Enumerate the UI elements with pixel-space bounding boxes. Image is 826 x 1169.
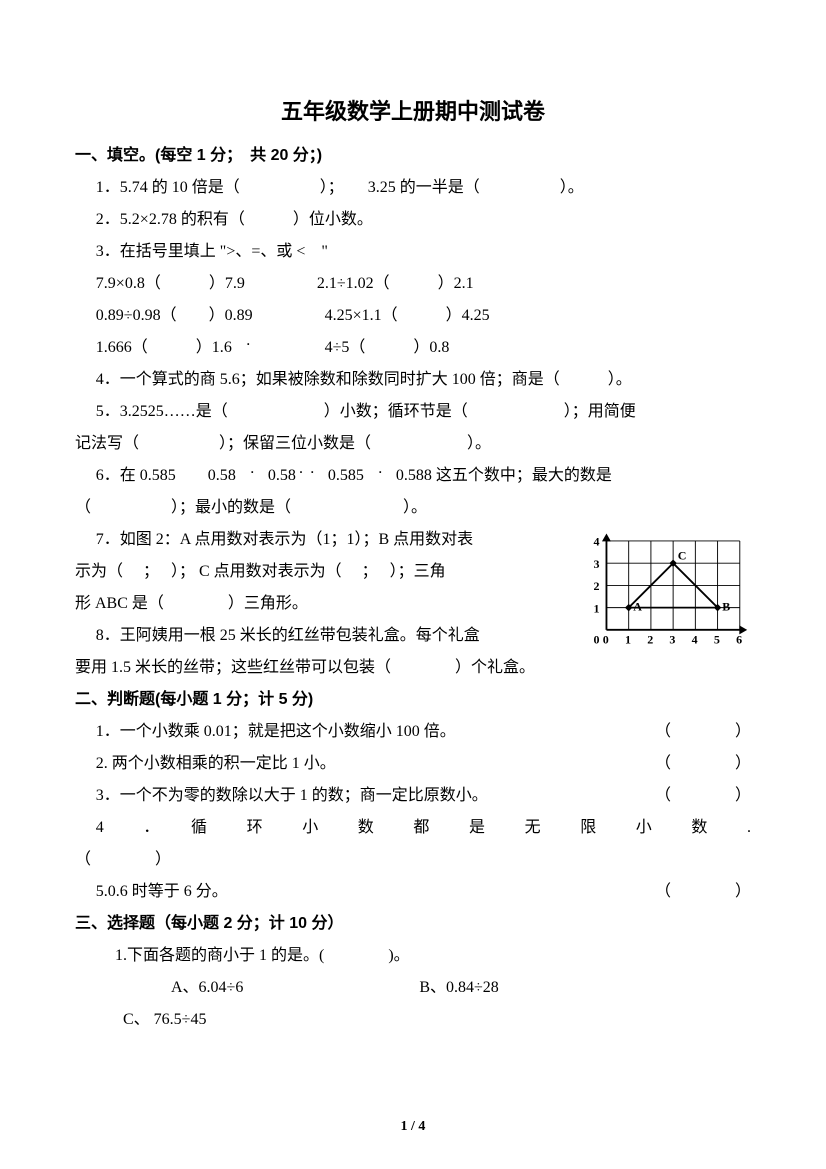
q1-3c-right: 4÷5（ ）0.8 xyxy=(325,339,450,356)
coordinate-figure: 0 1 2 3 4 5 6 1 2 3 4 0 A B C xyxy=(586,528,751,665)
q1-1: 1．5.74 的 10 倍是（ ）； 3.25 的一半是（ ）。 xyxy=(75,172,751,204)
svg-text:3: 3 xyxy=(669,633,675,647)
q1-3a-left: 7.9×0.8（ ）7.9 xyxy=(96,275,245,292)
q6a-post: 0.588 这五个数中；最大的数是 xyxy=(364,467,612,484)
svg-text:2: 2 xyxy=(647,633,653,647)
q3-1: 1.下面各题的商小于 1 的是。( )。 xyxy=(75,940,751,972)
q2-1-text: 1．一个小数乘 0.01；就是把这个小数缩小 100 倍。 xyxy=(75,716,456,748)
svg-text:5: 5 xyxy=(714,633,720,647)
svg-text:4: 4 xyxy=(594,535,600,549)
choice-a: A、6.04÷6 xyxy=(123,972,243,1004)
section2-header: 二、判断题(每小题 1 分；计 5 分) xyxy=(75,684,751,716)
page-footer: 1 / 4 xyxy=(0,1113,826,1141)
q1-5b: 记法写（ ）；保留三位小数是（ ）。 xyxy=(75,428,751,460)
section3-header: 三、选择题（每小题 2 分；计 10 分） xyxy=(75,908,751,940)
q2-3-paren: （ ） xyxy=(655,780,751,812)
q1-3a: 7.9×0.8（ ）7.9 2.1÷1.02（ ）2.1 xyxy=(75,268,751,300)
q1-3b-right: 4.25×1.1（ ）4.25 xyxy=(325,307,490,324)
q2-5: 5.0.6 时等于 6 分。 （ ） xyxy=(75,876,751,908)
q2-3: 3．一个不为零的数除以大于 1 的数；商一定比原数小。 （ ） xyxy=(75,780,751,812)
q2-2: 2. 两个小数相乘的积一定比 1 小。 （ ） xyxy=(75,748,751,780)
choice-c: C、 76.5÷45 xyxy=(75,1004,206,1036)
q1-5a: 5．3.2525……是（ ）小数；循环节是（ ）；用简便 xyxy=(75,396,751,428)
q2-2-paren: （ ） xyxy=(655,748,751,780)
q2-5-text: 5.0.6 时等于 6 分。 xyxy=(75,876,228,908)
q1-3: 3．在括号里填上 ">、=、或 < " xyxy=(75,236,751,268)
q1-3b-left: 0.89÷0.98（ ）0.89 xyxy=(96,307,253,324)
grid-svg: 0 1 2 3 4 5 6 1 2 3 4 0 A B C xyxy=(586,528,751,653)
svg-text:C: C xyxy=(678,548,687,562)
q2-3-text: 3．一个不为零的数除以大于 1 的数；商一定比原数小。 xyxy=(75,780,488,812)
q6a-d3: 5 xyxy=(356,467,364,484)
svg-text:4: 4 xyxy=(692,633,698,647)
page-title: 五年级数学上册期中测试卷 xyxy=(75,90,751,134)
q1-3a-right: 2.1÷1.02（ ）2.1 xyxy=(317,275,474,292)
q2-5-paren: （ ） xyxy=(655,876,751,908)
q2-1-paren: （ ） xyxy=(655,716,751,748)
svg-text:0: 0 xyxy=(603,633,609,647)
q2-4a: 4 ． 循 环 小 数 都 是 无 限 小 数 . xyxy=(75,812,751,844)
q1-6a: 6．在 0.585 0.58 0.58 0.585 0.588 这五个数中；最大… xyxy=(75,460,751,492)
q1-6b: （ ）；最小的数是（ ）。 xyxy=(75,492,751,524)
q6a-d1: 8 xyxy=(228,467,236,484)
q2-4b: （ ） xyxy=(75,844,751,876)
svg-text:A: A xyxy=(633,599,642,613)
q1-3b: 0.89÷0.98（ ）0.89 4.25×1.1（ ）4.25 xyxy=(75,300,751,332)
svg-text:0: 0 xyxy=(594,633,600,647)
q1-4: 4．一个算式的商 5.6；如果被除数和除数同时扩大 100 倍；商是（ ）。 xyxy=(75,364,751,396)
q1-2: 2．5.2×2.78 的积有（ ）位小数。 xyxy=(75,204,751,236)
q6a-d2: 8 xyxy=(288,467,296,484)
svg-text:3: 3 xyxy=(594,557,600,571)
svg-text:1: 1 xyxy=(594,601,600,615)
q2-1: 1．一个小数乘 0.01；就是把这个小数缩小 100 倍。 （ ） xyxy=(75,716,751,748)
q1-3c-left-dot: 6 xyxy=(224,339,232,356)
choice-b: B、0.84÷28 xyxy=(371,972,498,1004)
q6a-pre: 6．在 0.585 0.5 xyxy=(96,467,228,484)
q2-2-text: 2. 两个小数相乘的积一定比 1 小。 xyxy=(75,748,336,780)
svg-text:6: 6 xyxy=(736,633,742,647)
svg-text:1: 1 xyxy=(625,633,631,647)
svg-text:2: 2 xyxy=(594,579,600,593)
q1-3c: 1.666（ ）1.6 4÷5（ ）0.8 xyxy=(75,332,751,364)
svg-text:B: B xyxy=(722,599,730,613)
q3-1-choices: A、6.04÷6 B、0.84÷28 C、 76.5÷45 xyxy=(75,972,751,1036)
section1-header: 一、填空。(每空 1 分； 共 20 分；) xyxy=(75,140,751,172)
q1-3c-left-pre: 1.666（ ）1. xyxy=(96,339,224,356)
